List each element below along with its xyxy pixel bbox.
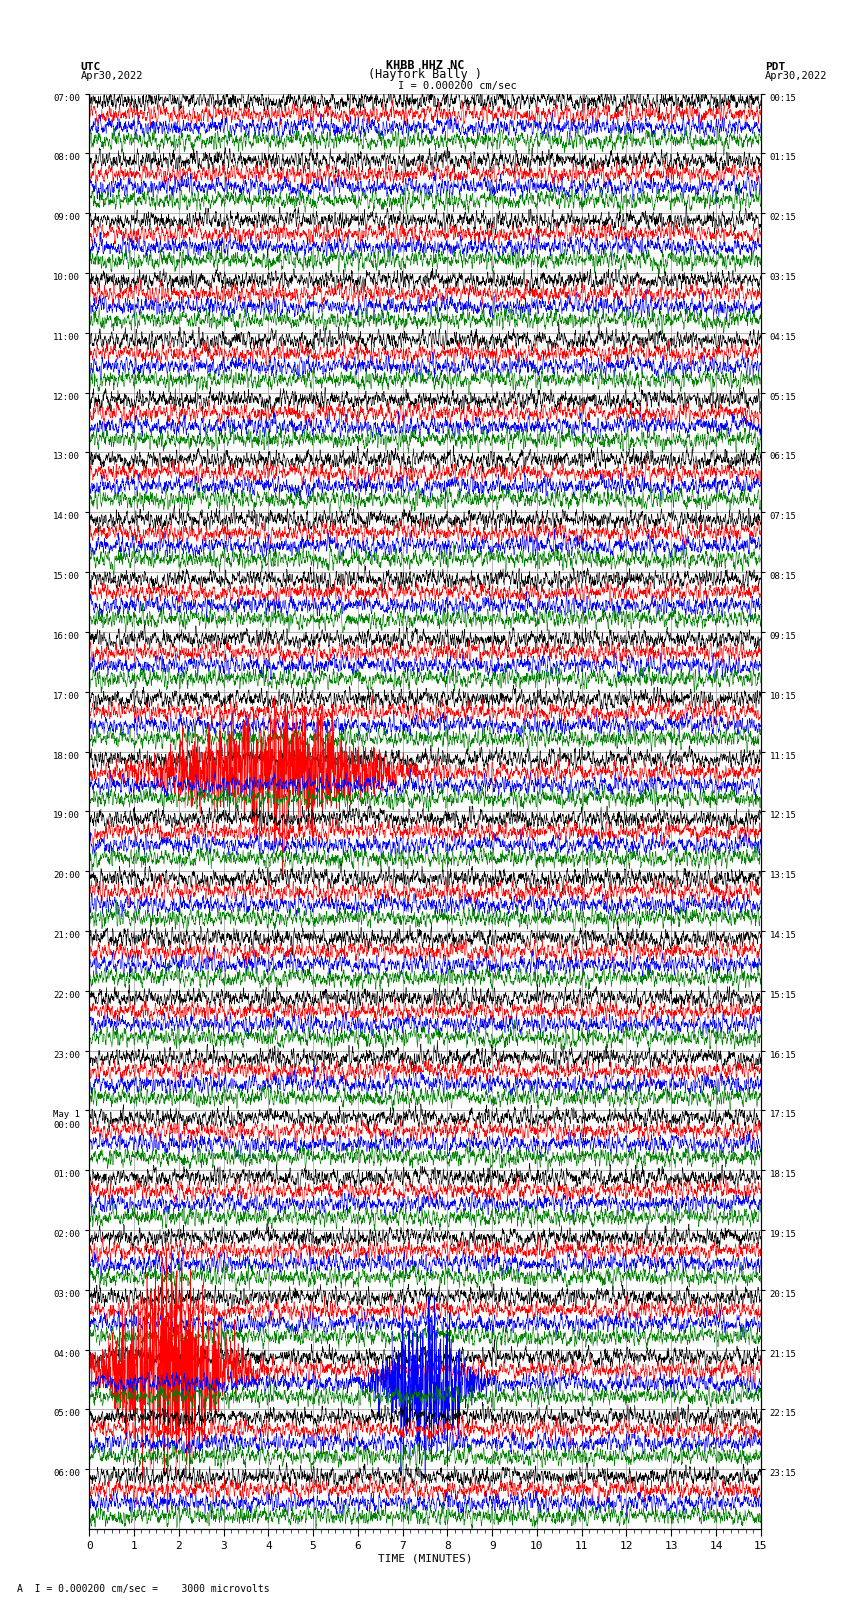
Text: I = 0.000200 cm/sec: I = 0.000200 cm/sec bbox=[398, 81, 517, 90]
Text: (Hayfork Bally ): (Hayfork Bally ) bbox=[368, 68, 482, 82]
Text: KHBB HHZ NC: KHBB HHZ NC bbox=[386, 58, 464, 71]
Text: UTC: UTC bbox=[81, 61, 101, 71]
Text: Apr30,2022: Apr30,2022 bbox=[765, 71, 828, 82]
Text: Apr30,2022: Apr30,2022 bbox=[81, 71, 144, 82]
Text: PDT: PDT bbox=[765, 61, 785, 71]
X-axis label: TIME (MINUTES): TIME (MINUTES) bbox=[377, 1553, 473, 1563]
Text: A  I = 0.000200 cm/sec =    3000 microvolts: A I = 0.000200 cm/sec = 3000 microvolts bbox=[17, 1584, 269, 1594]
